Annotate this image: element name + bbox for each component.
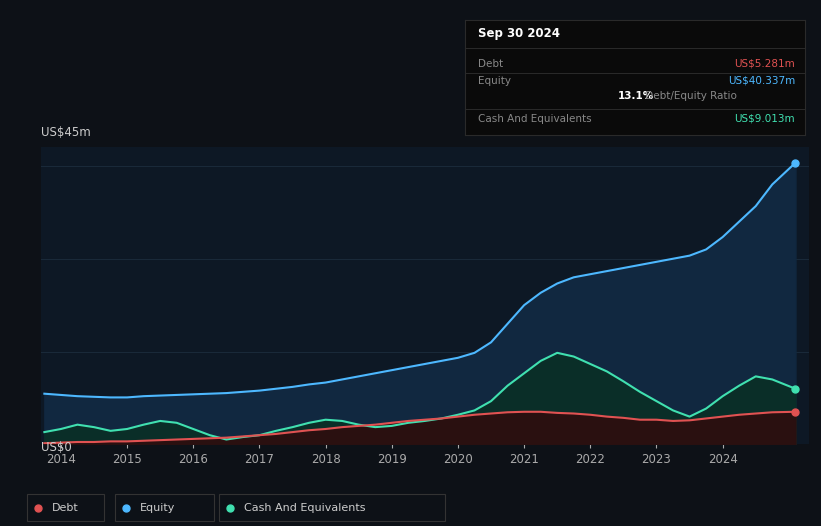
Text: US$40.337m: US$40.337m [728, 76, 796, 86]
Text: Debt: Debt [52, 502, 79, 513]
Bar [115, 494, 214, 521]
Text: Equity: Equity [479, 76, 511, 86]
Text: US$0: US$0 [41, 441, 71, 454]
Text: Debt: Debt [479, 59, 503, 69]
Text: Cash And Equivalents: Cash And Equivalents [244, 502, 365, 513]
Text: Debt/Equity Ratio: Debt/Equity Ratio [642, 91, 736, 101]
Text: US$45m: US$45m [41, 126, 91, 139]
Text: US$5.281m: US$5.281m [735, 59, 796, 69]
Text: US$9.013m: US$9.013m [735, 114, 796, 124]
Text: Equity: Equity [140, 502, 175, 513]
Bar [27, 494, 103, 521]
Text: Cash And Equivalents: Cash And Equivalents [479, 114, 592, 124]
Bar [218, 494, 445, 521]
Text: Sep 30 2024: Sep 30 2024 [479, 27, 560, 41]
Text: 13.1%: 13.1% [618, 91, 654, 101]
